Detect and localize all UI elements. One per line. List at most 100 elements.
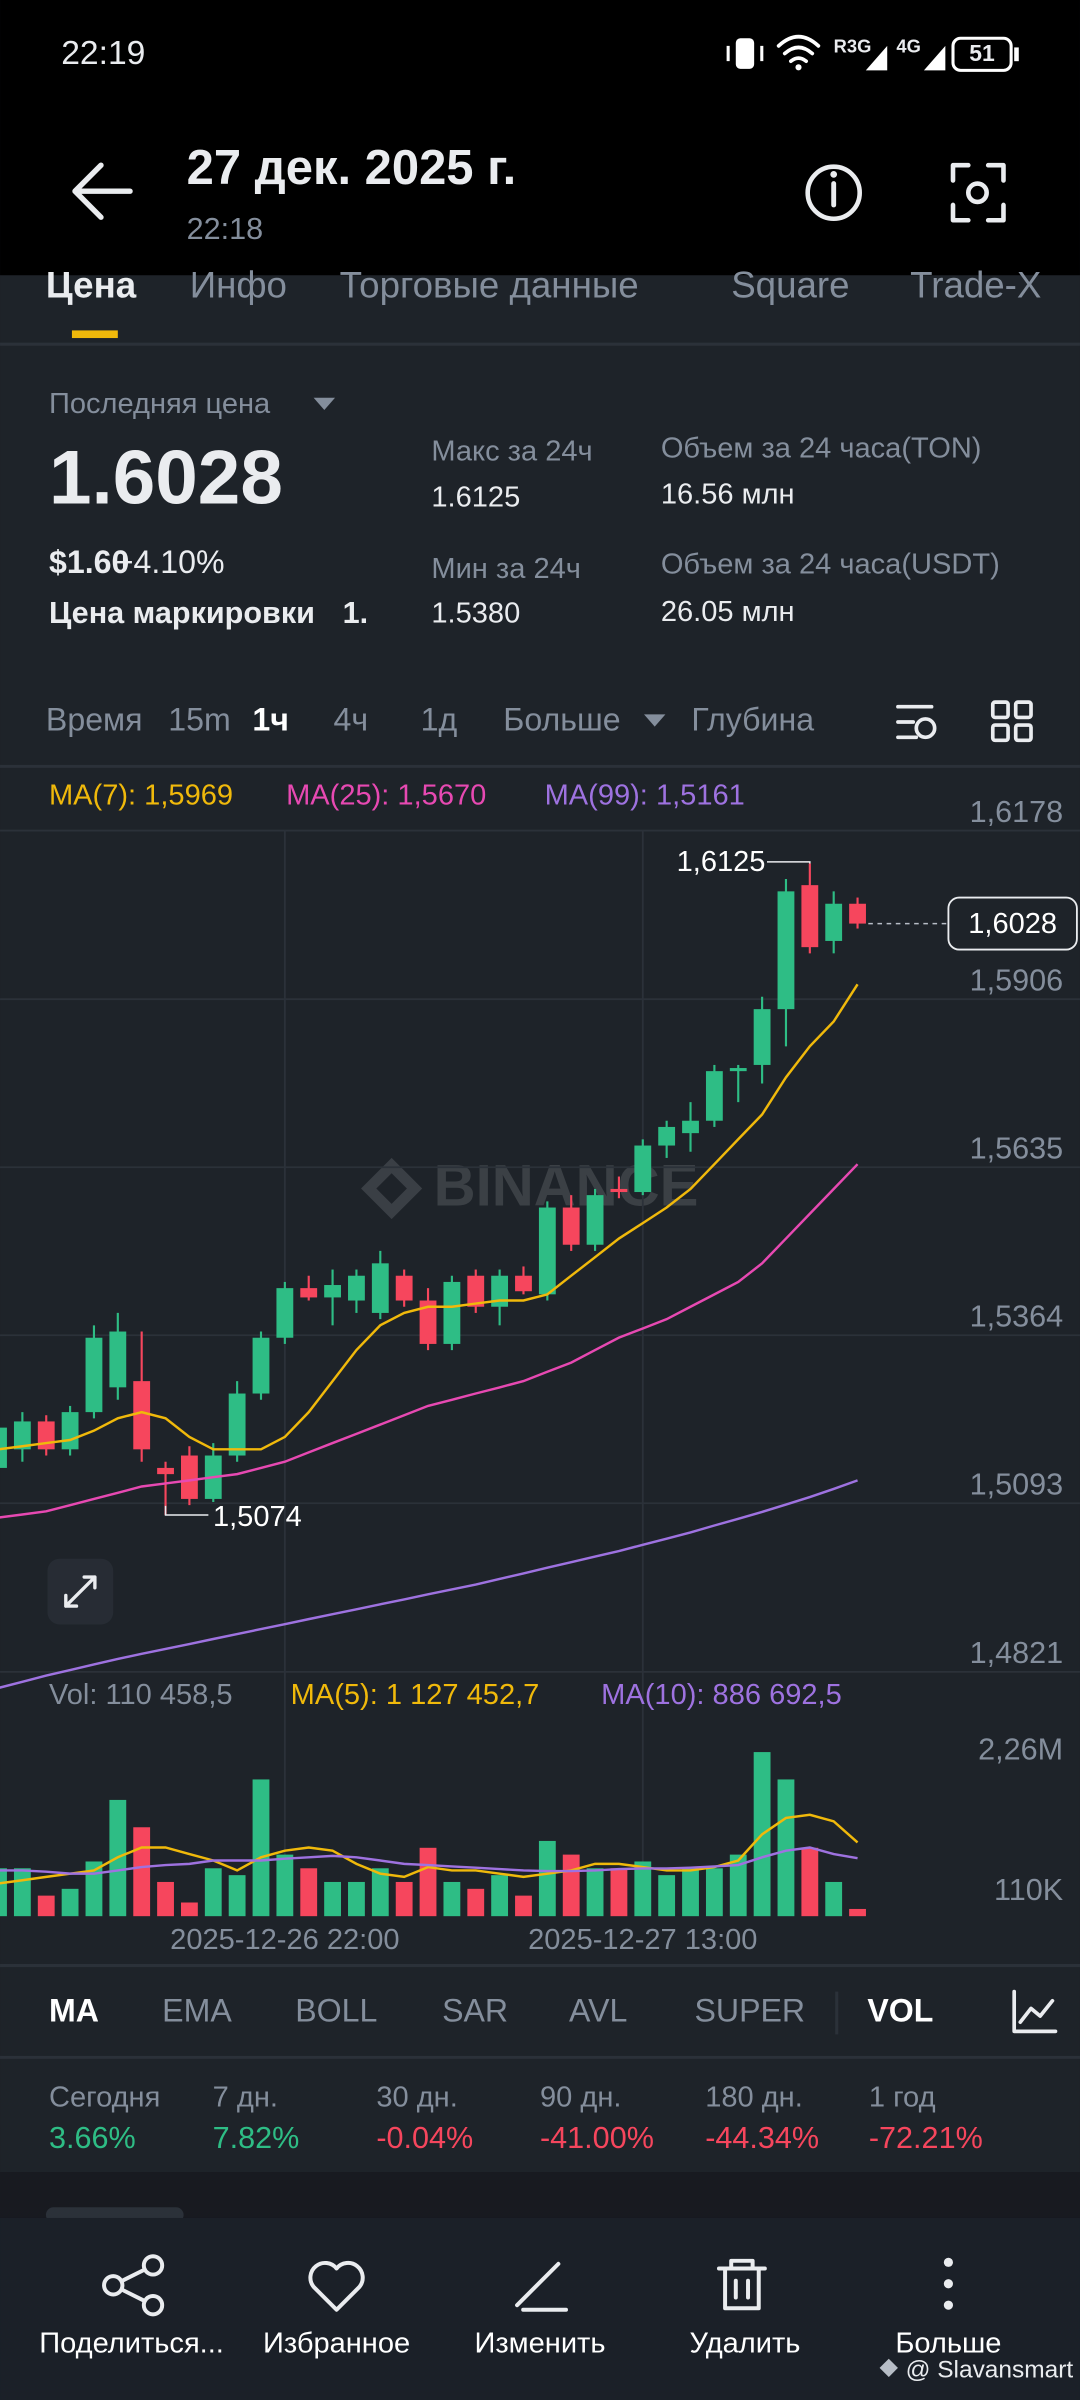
indicator-tab[interactable]: BOLL	[295, 1992, 377, 2028]
indicator-tab[interactable]: AVL	[569, 1992, 627, 2028]
back-button[interactable]	[72, 162, 133, 220]
candle-body	[729, 1068, 747, 1072]
edit-icon[interactable]	[515, 2261, 568, 2312]
layout-button[interactable]	[990, 700, 1033, 743]
indicator-tab[interactable]: VOL	[867, 1992, 933, 2028]
ma-legend: MA(99): 1,5161	[545, 780, 745, 812]
interval-option[interactable]: Больше	[503, 701, 620, 737]
volume-bar	[801, 1847, 819, 1917]
candle-body	[562, 1207, 580, 1245]
volume-bar	[562, 1854, 580, 1917]
nav-label[interactable]: Изменить	[474, 2328, 605, 2360]
candle-body	[37, 1421, 55, 1450]
period-change: -72.21%	[869, 2121, 983, 2155]
interval-option[interactable]: Глубина	[691, 701, 814, 737]
y-tick-label: 1,5093	[970, 1468, 1064, 1502]
volume-bar	[324, 1881, 341, 1917]
delete-icon[interactable]	[716, 2258, 767, 2311]
user-watermark: @ Slavansmart	[906, 2356, 1074, 2383]
volume-bar	[204, 1868, 222, 1917]
candle-body	[682, 1120, 699, 1134]
volume-bar	[705, 1868, 723, 1917]
tab[interactable]: Инфо	[190, 264, 287, 305]
share-icon[interactable]	[102, 2254, 165, 2317]
volume-bar	[634, 1861, 652, 1917]
period-change: 7.82%	[213, 2121, 300, 2155]
info-button[interactable]	[805, 164, 862, 222]
tab[interactable]: Цена	[46, 264, 137, 305]
y-tick-label: 1,4821	[970, 1636, 1064, 1670]
settings-icon	[896, 704, 934, 740]
network-label: 4G	[896, 35, 920, 56]
nav-label[interactable]: Избранное	[263, 2328, 410, 2360]
screenshot-button[interactable]	[950, 162, 1006, 223]
price-change: +4.10%	[115, 544, 225, 580]
tab[interactable]: Square	[731, 264, 849, 305]
indicator-settings-button[interactable]	[1012, 1989, 1058, 2034]
volume-bar	[538, 1840, 556, 1917]
low-value: 1.5380	[431, 598, 520, 630]
period-change: -44.34%	[705, 2121, 819, 2155]
ma-line	[0, 983, 859, 1451]
mark-price: 1.	[343, 596, 369, 630]
interval-bar: Время 15m 1ч 4ч 1д Больше Глубина	[46, 701, 814, 737]
volume-usdt: 26.05 млн	[661, 596, 795, 628]
ma-legend: MA(7): 1,5969	[49, 780, 233, 812]
info-icon	[805, 164, 862, 222]
volume-bar	[729, 1854, 747, 1917]
more-icon[interactable]	[943, 2257, 954, 2310]
chart-settings-button[interactable]	[896, 704, 937, 740]
signal-icon	[865, 45, 888, 71]
interval-option[interactable]: 1д	[421, 701, 458, 737]
nav-label[interactable]: Удалить	[690, 2328, 801, 2360]
expand-button[interactable]	[47, 1558, 114, 1625]
tab[interactable]: Торговые данные	[340, 264, 639, 305]
tabs: Цена Инфо Торговые данные Square Trade-X	[46, 264, 1041, 305]
indicator-tab[interactable]: SUPER	[694, 1992, 805, 2028]
period-label: 30 дн.	[376, 2081, 457, 2113]
ma-line	[0, 1479, 858, 1689]
dropdown-caret[interactable]	[644, 714, 666, 727]
candle-body	[276, 1288, 294, 1338]
volume-bar	[157, 1881, 174, 1917]
wifi-icon	[776, 34, 821, 64]
battery-icon	[951, 36, 1013, 72]
favorite-icon[interactable]	[308, 2260, 365, 2312]
candle-body	[157, 1467, 174, 1475]
performance-row: Сегодня 3.66% 7 дн. 7.82% 30 дн. -0.04% 90 дн.…	[49, 2081, 983, 2155]
candle-body	[109, 1331, 127, 1388]
candle-body	[228, 1393, 246, 1456]
volume-tick-label: 2,26M	[978, 1733, 1063, 1767]
x-tick-label: 2025-12-26 22:00	[170, 1924, 399, 1956]
high-annotation: 1,6125	[677, 846, 766, 878]
dropdown-caret[interactable]	[313, 397, 336, 410]
volume-bar	[515, 1895, 532, 1917]
volume-ma-legend: MA(5): 1 127 452,7	[291, 1679, 540, 1711]
interval-option[interactable]: 15m	[168, 701, 230, 737]
candle-body	[419, 1300, 437, 1344]
mark-price-label: Цена маркировки	[49, 596, 315, 630]
interval-option[interactable]: 1ч	[252, 701, 289, 737]
nav-label[interactable]: Поделиться...	[39, 2328, 224, 2360]
candle-body	[467, 1275, 485, 1307]
indicator-tab[interactable]: SAR	[442, 1992, 508, 2028]
y-tick-label: 1,5364	[970, 1300, 1064, 1334]
more-dot	[943, 2279, 954, 2289]
nav-label[interactable]: Больше	[895, 2328, 1001, 2360]
indicator-tab[interactable]: EMA	[162, 1992, 232, 2028]
candle-body	[825, 903, 843, 941]
indicator-bar: MA EMA BOLL SAR AVL SUPER VOL	[49, 1992, 933, 2028]
low-marker	[164, 1505, 209, 1516]
last-price-box	[947, 896, 1078, 951]
status-icons: R3G 4G 51	[726, 34, 1019, 72]
interval-option[interactable]: 4ч	[333, 701, 368, 737]
period-change: -0.04%	[376, 2121, 473, 2155]
status-time: 22:19	[61, 35, 145, 72]
indicator-tab[interactable]: MA	[49, 1992, 99, 2028]
candle-body	[180, 1455, 198, 1499]
tab[interactable]: Trade-X	[910, 264, 1041, 305]
candle-body	[348, 1275, 365, 1301]
vibrate-icon-lines	[726, 45, 764, 62]
candle-body	[324, 1285, 341, 1298]
